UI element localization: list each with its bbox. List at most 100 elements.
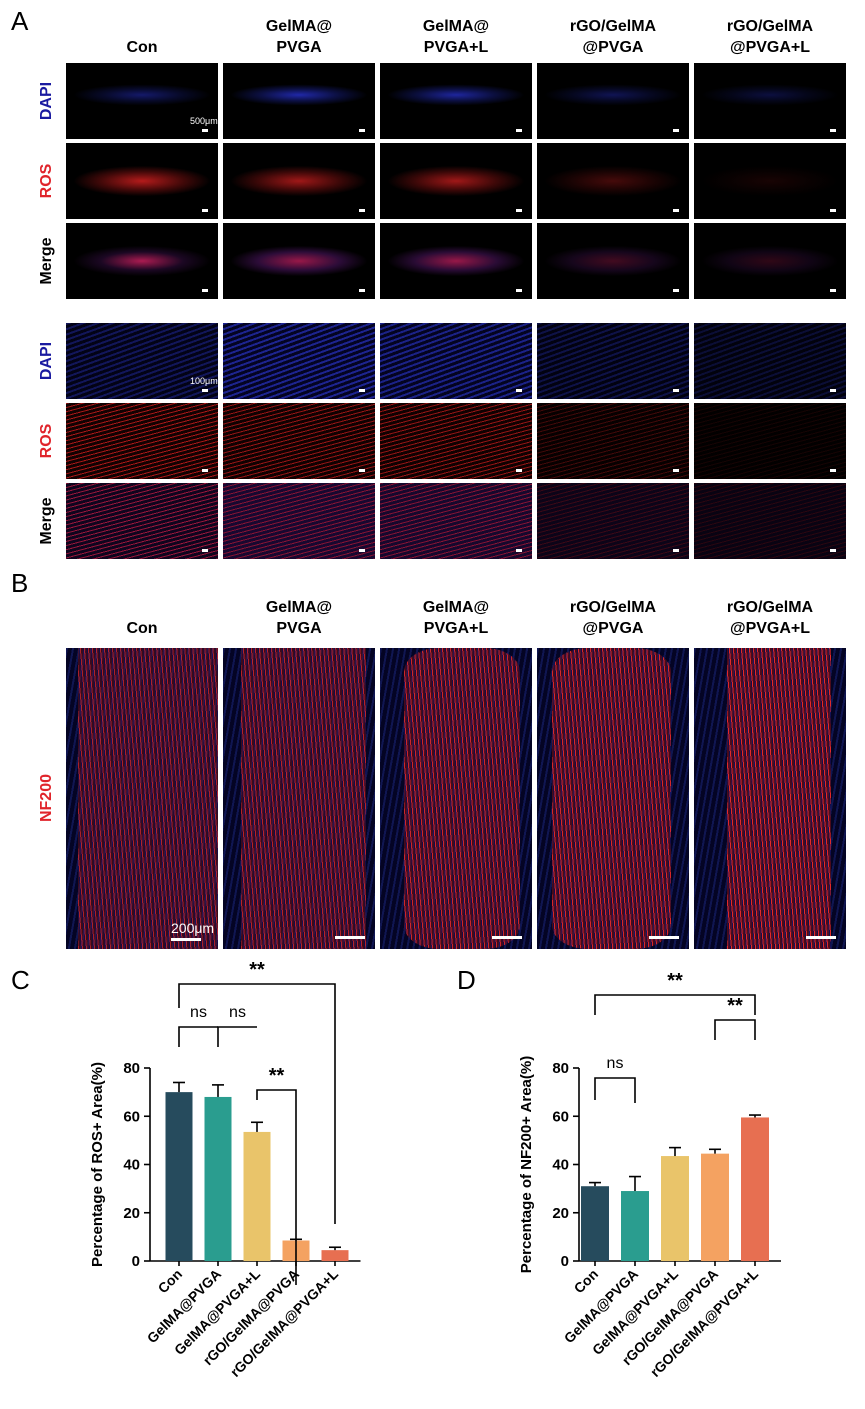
scale-bar [359, 129, 365, 132]
micrograph-nf200 [537, 648, 689, 949]
scale-bar [516, 469, 522, 472]
y-axis-label: Percentage of ROS+ Area(%) [89, 1062, 106, 1267]
scale-bar-label: 500μm [190, 116, 218, 126]
group-header-line1: rGO/GelMA [726, 599, 814, 616]
significance-bracket [178, 1026, 218, 1047]
micrograph-dapi-high [694, 323, 846, 399]
scale-bar [673, 289, 679, 292]
chart-nf200-area: 0 20 40 60 80 Percentage of NF200+ Area(%) Con… [518, 970, 781, 1380]
micrograph-ros-high [537, 403, 689, 479]
micrograph-dapi-high: 100μm [66, 323, 218, 399]
micrograph-merge-high [66, 483, 218, 559]
micrograph-ros-low [66, 143, 218, 219]
micrograph-nf200: 200μm [66, 648, 218, 949]
scale-bar [806, 936, 836, 939]
row-label-merge: Merge [38, 497, 55, 545]
micrograph-ros-high [694, 403, 846, 479]
bar [741, 1117, 769, 1261]
nerve-tissue [78, 648, 218, 949]
micrograph-ros-low [694, 143, 846, 219]
significance-label: ** [249, 960, 265, 981]
bar [621, 1191, 649, 1261]
scale-bar [202, 209, 208, 212]
significance-bracket [594, 994, 756, 1015]
significance-bracket [217, 1026, 257, 1047]
micrograph-merge-low [66, 223, 218, 299]
x-tick-label: Con [571, 1266, 602, 1297]
scale-bar [830, 549, 836, 552]
y-axis-label: Percentage of NF200+ Area(%) [518, 1056, 535, 1273]
micrograph-ros-low [380, 143, 532, 219]
group-header-line2: PVGA [276, 620, 322, 637]
y-tick-label: 60 [123, 1108, 140, 1125]
scale-bar [830, 389, 836, 392]
micrograph-dapi-low [537, 63, 689, 139]
significance-label: ** [269, 1065, 285, 1087]
scale-bar [202, 129, 208, 132]
scale-bar [335, 936, 365, 939]
scale-bar [359, 389, 365, 392]
scale-bar [673, 129, 679, 132]
micrograph-merge-high [694, 483, 846, 559]
group-header-line1: GelMA@ [265, 18, 333, 35]
micrograph-merge-low [537, 223, 689, 299]
group-header-1: GelMA@ PVGA [219, 597, 379, 639]
y-tick-label: 60 [552, 1108, 569, 1125]
scale-bar [359, 549, 365, 552]
y-tick-label: 80 [552, 1060, 569, 1077]
micrograph-merge-high [380, 483, 532, 559]
scale-bar [649, 936, 679, 939]
nerve-tissue [727, 648, 831, 949]
row-label-ros: ROS [38, 163, 55, 199]
row-label-dapi: DAPI [38, 81, 55, 121]
bar [204, 1096, 232, 1261]
bar [321, 1250, 349, 1261]
group-header-line1: GelMA@ [265, 599, 333, 616]
group-header-line1: rGO/GelMA [726, 18, 814, 35]
micrograph-merge-low [223, 223, 375, 299]
scale-bar [673, 389, 679, 392]
group-header-3: rGO/GelMA @PVGA [533, 16, 693, 58]
scale-bar [673, 549, 679, 552]
group-header-4: rGO/GelMA @PVGA+L [690, 16, 850, 58]
group-header-line2: @PVGA [582, 620, 644, 637]
panel-label-c: C [11, 965, 30, 995]
group-header-line1: rGO/GelMA [569, 18, 657, 35]
panel-label-d: D [457, 965, 476, 995]
group-header-line2: @PVGA+L [729, 39, 811, 56]
panel-label-a: A [11, 6, 29, 36]
y-tick-label: 40 [123, 1157, 140, 1174]
micrograph-dapi-high [537, 323, 689, 399]
scale-bar [830, 129, 836, 132]
group-header-line2: @PVGA [582, 39, 644, 56]
scale-bar [171, 938, 201, 941]
micrograph-ros-high [223, 403, 375, 479]
group-header-line1: Con [126, 620, 158, 637]
scale-bar [202, 289, 208, 292]
micrograph-ros-low [537, 143, 689, 219]
y-tick-label: 20 [123, 1205, 140, 1222]
group-header-1: GelMA@ PVGA [219, 16, 379, 58]
scale-bar [830, 289, 836, 292]
scale-bar [830, 469, 836, 472]
group-header-3: rGO/GelMA @PVGA [533, 597, 693, 639]
micrograph-merge-low [380, 223, 532, 299]
row-label-nf200: NF200 [38, 773, 55, 823]
scale-bar [359, 469, 365, 472]
group-header-0: Con [62, 618, 222, 639]
significance-label: ** [667, 970, 683, 992]
scale-bar [516, 209, 522, 212]
group-header-line1: rGO/GelMA [569, 599, 657, 616]
nerve-tissue [404, 648, 520, 949]
group-header-2: GelMA@ PVGA+L [376, 16, 536, 58]
group-header-line1: GelMA@ [422, 599, 490, 616]
group-header-line2: @PVGA+L [729, 620, 811, 637]
micrograph-nf200 [223, 648, 375, 949]
significance-label: ns [190, 1004, 207, 1021]
y-tick-label: 20 [552, 1205, 569, 1222]
group-header-line2: PVGA+L [423, 39, 489, 56]
micrograph-ros-high [380, 403, 532, 479]
bar [243, 1131, 271, 1261]
micrograph-dapi-high [380, 323, 532, 399]
